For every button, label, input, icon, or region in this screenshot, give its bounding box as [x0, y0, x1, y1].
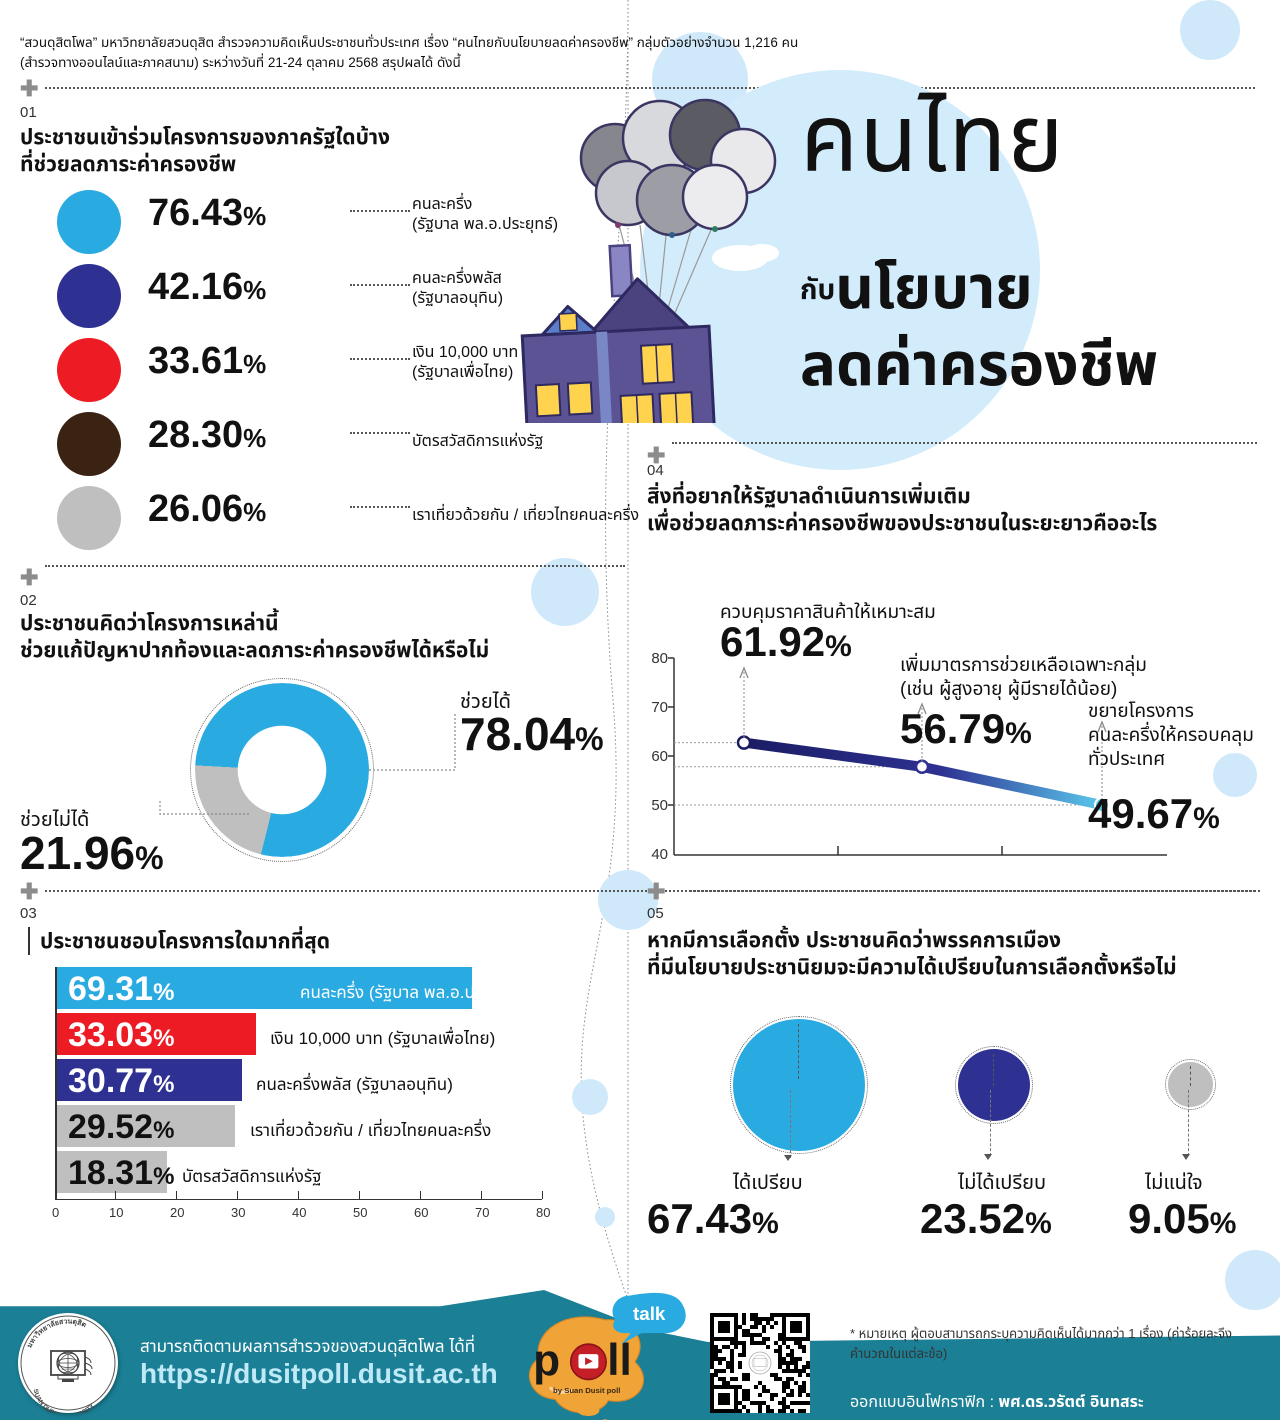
svg-text:talk: talk — [633, 1303, 666, 1324]
svg-text:70: 70 — [651, 699, 668, 716]
svg-text:ll: ll — [607, 1336, 632, 1385]
svg-text:SUAN DUSIT UNIVERSITY: SUAN DUSIT UNIVERSITY — [32, 1388, 97, 1413]
svg-text:50: 50 — [651, 797, 668, 814]
svg-text:60: 60 — [651, 748, 668, 765]
svg-text:by Suan Dusit poll: by Suan Dusit poll — [553, 1386, 620, 1395]
svg-text:40: 40 — [651, 846, 668, 863]
svg-text:มหาวิทยาลัยสวนดุสิต: มหาวิทยาลัยสวนดุสิต — [26, 1318, 87, 1349]
svg-text:80: 80 — [651, 650, 668, 667]
svg-text:p: p — [533, 1336, 560, 1385]
svg-text:สวนดุสิตโพล: สวนดุสิตโพล — [61, 1367, 75, 1371]
